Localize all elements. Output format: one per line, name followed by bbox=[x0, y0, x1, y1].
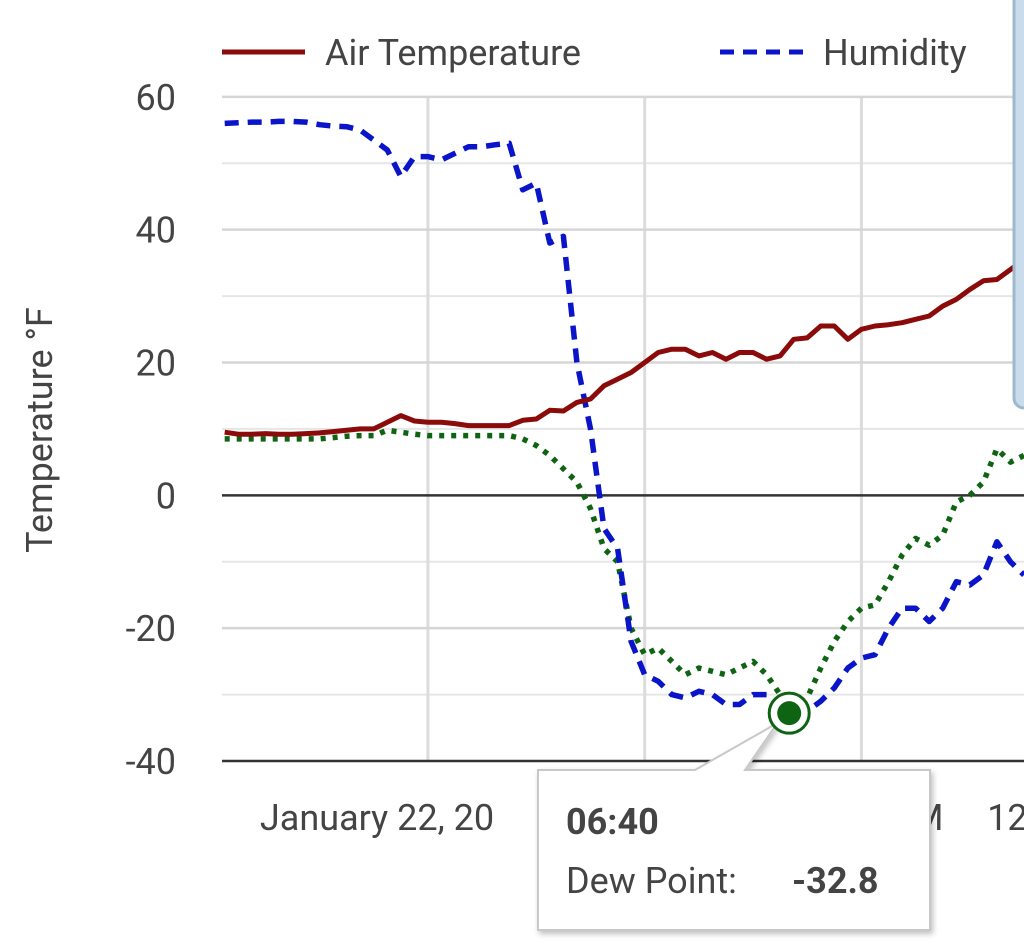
y-tick-label: 60 bbox=[136, 77, 176, 119]
tooltip-label: Dew Point: bbox=[566, 860, 737, 902]
series-line bbox=[224, 118, 1024, 714]
legend: Air Temperature Humidity bbox=[222, 32, 967, 74]
tooltip-box bbox=[537, 722, 931, 931]
side-panel bbox=[1012, 0, 1024, 410]
x-tick-label: January 22, 20 bbox=[260, 797, 494, 839]
y-axis-title: Temperature °F bbox=[19, 307, 61, 553]
series-line bbox=[224, 427, 1024, 711]
y-tick-label: -40 bbox=[126, 741, 176, 783]
tooltip-title: 06:40 bbox=[566, 801, 659, 843]
legend-label: Air Temperature bbox=[325, 32, 581, 74]
y-tick-label: 0 bbox=[156, 475, 176, 517]
y-tick-label: -20 bbox=[126, 608, 176, 650]
tooltip-value: -32.8 bbox=[792, 860, 879, 902]
tooltip: 06:40 Dew Point: -32.8 bbox=[537, 691, 931, 931]
x-tick-label: 12 bbox=[987, 797, 1024, 839]
series-layer bbox=[224, 118, 1024, 714]
highlight-point bbox=[777, 701, 802, 726]
series-line bbox=[224, 257, 1024, 437]
legend-label: Humidity bbox=[823, 32, 967, 74]
y-tick-label: 20 bbox=[136, 343, 176, 385]
y-tick-label: 40 bbox=[136, 210, 176, 252]
